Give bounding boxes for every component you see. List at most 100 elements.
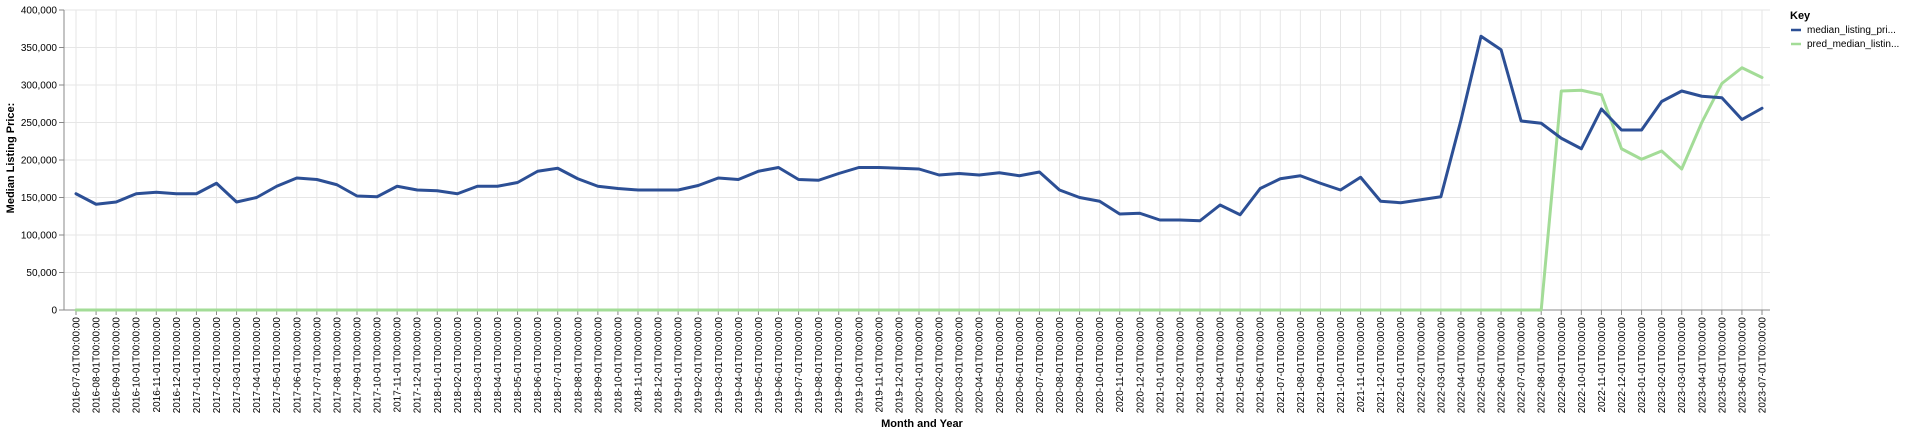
y-tick-label: 50,000 [26, 268, 57, 279]
x-tick-label: 2022-07-01T00:00:00 [1517, 317, 1528, 414]
x-tick-label: 2021-07-01T00:00:00 [1276, 317, 1287, 414]
x-tick-label: 2019-12-01T00:00:00 [894, 317, 905, 414]
x-tick-label: 2023-03-01T00:00:00 [1677, 317, 1688, 414]
x-tick-label: 2022-08-01T00:00:00 [1537, 317, 1548, 414]
legend: Key median_listing_pri... pred_median_lis… [1790, 10, 1899, 50]
y-tick-label: 250,000 [21, 118, 58, 129]
x-tick-label: 2017-09-01T00:00:00 [353, 317, 364, 414]
x-tick-label: 2019-02-01T00:00:00 [694, 317, 705, 414]
x-tick-label: 2022-03-01T00:00:00 [1436, 317, 1447, 414]
x-tick-label: 2018-11-01T00:00:00 [634, 317, 645, 413]
x-tick-label: 2020-03-01T00:00:00 [955, 317, 966, 414]
x-tick-label: 2022-05-01T00:00:00 [1477, 317, 1488, 414]
x-tick-label: 2019-05-01T00:00:00 [754, 317, 765, 414]
x-tick-label: 2018-06-01T00:00:00 [533, 317, 544, 414]
x-tick-label: 2021-10-01T00:00:00 [1336, 317, 1347, 414]
x-tick-label: 2018-12-01T00:00:00 [654, 317, 665, 414]
x-tick-labels: 2016-07-01T00:00:00 2016-08-01T00:00:00 20… [72, 317, 1769, 414]
x-tick-label: 2017-08-01T00:00:00 [332, 317, 343, 414]
x-tick-label: 2016-08-01T00:00:00 [92, 317, 103, 414]
y-tick-label: 100,000 [21, 231, 58, 242]
x-tick-label: 2018-04-01T00:00:00 [493, 317, 504, 414]
x-tick-label: 2021-02-01T00:00:00 [1175, 317, 1186, 414]
x-tick-label: 2016-07-01T00:00:00 [72, 317, 83, 414]
x-tick-label: 2018-01-01T00:00:00 [433, 317, 444, 414]
x-tick-label: 2020-06-01T00:00:00 [1015, 317, 1026, 414]
x-tick-label: 2020-04-01T00:00:00 [975, 317, 986, 414]
x-tick-label: 2018-02-01T00:00:00 [453, 317, 464, 414]
x-tick-label: 2019-06-01T00:00:00 [774, 317, 785, 414]
gridlines [64, 9, 1770, 311]
x-tick-label: 2016-11-01T00:00:00 [152, 317, 163, 413]
y-tick-label: 350,000 [21, 43, 58, 54]
x-tick-label: 2022-10-01T00:00:00 [1577, 317, 1588, 414]
x-tick-label: 2017-05-01T00:00:00 [272, 317, 283, 414]
legend-label: pred_median_listin... [1807, 39, 1899, 50]
x-tick-label: 2021-11-01T00:00:00 [1356, 317, 1367, 413]
x-tick-label: 2018-08-01T00:00:00 [573, 317, 584, 414]
axes [59, 9, 1770, 315]
x-tick-label: 2023-02-01T00:00:00 [1657, 317, 1668, 414]
x-tick-label: 2020-10-01T00:00:00 [1095, 317, 1106, 414]
x-tick-label: 2020-12-01T00:00:00 [1135, 317, 1146, 414]
x-tick-label: 2016-09-01T00:00:00 [112, 317, 123, 414]
x-tick-label: 2018-03-01T00:00:00 [473, 317, 484, 414]
x-tick-label: 2018-05-01T00:00:00 [513, 317, 524, 414]
x-tick-label: 2022-09-01T00:00:00 [1557, 317, 1568, 414]
x-tick-label: 2019-10-01T00:00:00 [854, 317, 865, 414]
x-tick-label: 2021-12-01T00:00:00 [1376, 317, 1387, 414]
x-tick-label: 2018-09-01T00:00:00 [593, 317, 604, 414]
legend-title: Key [1790, 10, 1811, 22]
x-tick-label: 2020-09-01T00:00:00 [1075, 317, 1086, 414]
x-tick-label: 2018-07-01T00:00:00 [553, 317, 564, 414]
x-tick-label: 2021-09-01T00:00:00 [1316, 317, 1327, 414]
x-tick-label: 2020-02-01T00:00:00 [935, 317, 946, 414]
x-tick-label: 2020-05-01T00:00:00 [995, 317, 1006, 414]
x-tick-label: 2021-08-01T00:00:00 [1296, 317, 1307, 414]
x-tick-label: 2020-08-01T00:00:00 [1055, 317, 1066, 414]
x-tick-label: 2022-11-01T00:00:00 [1597, 317, 1608, 413]
x-tick-label: 2022-01-01T00:00:00 [1396, 317, 1407, 414]
x-tick-label: 2019-08-01T00:00:00 [814, 317, 825, 414]
x-tick-label: 2023-01-01T00:00:00 [1637, 317, 1648, 414]
x-axis-title: Month and Year [881, 418, 963, 430]
x-tick-label: 2021-06-01T00:00:00 [1256, 317, 1267, 414]
y-tick-label: 400,000 [21, 6, 58, 17]
x-tick-label: 2019-07-01T00:00:00 [794, 317, 805, 414]
y-tick-label: 300,000 [21, 81, 58, 92]
x-tick-label: 2022-02-01T00:00:00 [1416, 317, 1427, 414]
x-tick-label: 2019-01-01T00:00:00 [674, 317, 685, 414]
y-axis-title: Median Listing Price: [5, 103, 17, 214]
x-tick-label: 2017-01-01T00:00:00 [192, 317, 203, 414]
x-tick-label: 2019-03-01T00:00:00 [714, 317, 725, 414]
x-tick-label: 2017-03-01T00:00:00 [232, 317, 243, 414]
x-tick-label: 2017-12-01T00:00:00 [413, 317, 424, 414]
x-tick-label: 2019-09-01T00:00:00 [834, 317, 845, 414]
y-tick-label: 200,000 [21, 156, 58, 167]
x-tick-label: 2017-06-01T00:00:00 [292, 317, 303, 414]
x-tick-label: 2021-05-01T00:00:00 [1236, 317, 1247, 414]
y-tick-label: 150,000 [21, 193, 58, 204]
x-tick-label: 2018-10-01T00:00:00 [613, 317, 624, 414]
x-tick-label: 2022-04-01T00:00:00 [1456, 317, 1467, 414]
x-tick-label: 2021-04-01T00:00:00 [1216, 317, 1227, 414]
x-tick-label: 2022-12-01T00:00:00 [1617, 317, 1628, 414]
x-tick-label: 2017-02-01T00:00:00 [212, 317, 223, 414]
x-tick-label: 2021-03-01T00:00:00 [1196, 317, 1207, 414]
x-tick-label: 2019-11-01T00:00:00 [874, 317, 885, 413]
y-tick-label: 0 [51, 306, 57, 317]
x-tick-label: 2023-06-01T00:00:00 [1737, 317, 1748, 414]
x-tick-label: 2016-10-01T00:00:00 [132, 317, 143, 414]
x-tick-label: 2017-07-01T00:00:00 [312, 317, 323, 414]
x-tick-label: 2016-12-01T00:00:00 [172, 317, 183, 414]
x-tick-label: 2023-04-01T00:00:00 [1697, 317, 1708, 414]
x-tick-label: 2022-06-01T00:00:00 [1497, 317, 1508, 414]
series-line-pred-median-listing-price [74, 66, 1764, 312]
x-tick-label: 2017-04-01T00:00:00 [252, 317, 263, 414]
x-tick-label: 2017-11-01T00:00:00 [393, 317, 404, 413]
x-tick-label: 2021-01-01T00:00:00 [1155, 317, 1166, 414]
x-tick-label: 2019-04-01T00:00:00 [734, 317, 745, 414]
series-lines [74, 34, 1764, 312]
x-tick-label: 2020-07-01T00:00:00 [1035, 317, 1046, 414]
